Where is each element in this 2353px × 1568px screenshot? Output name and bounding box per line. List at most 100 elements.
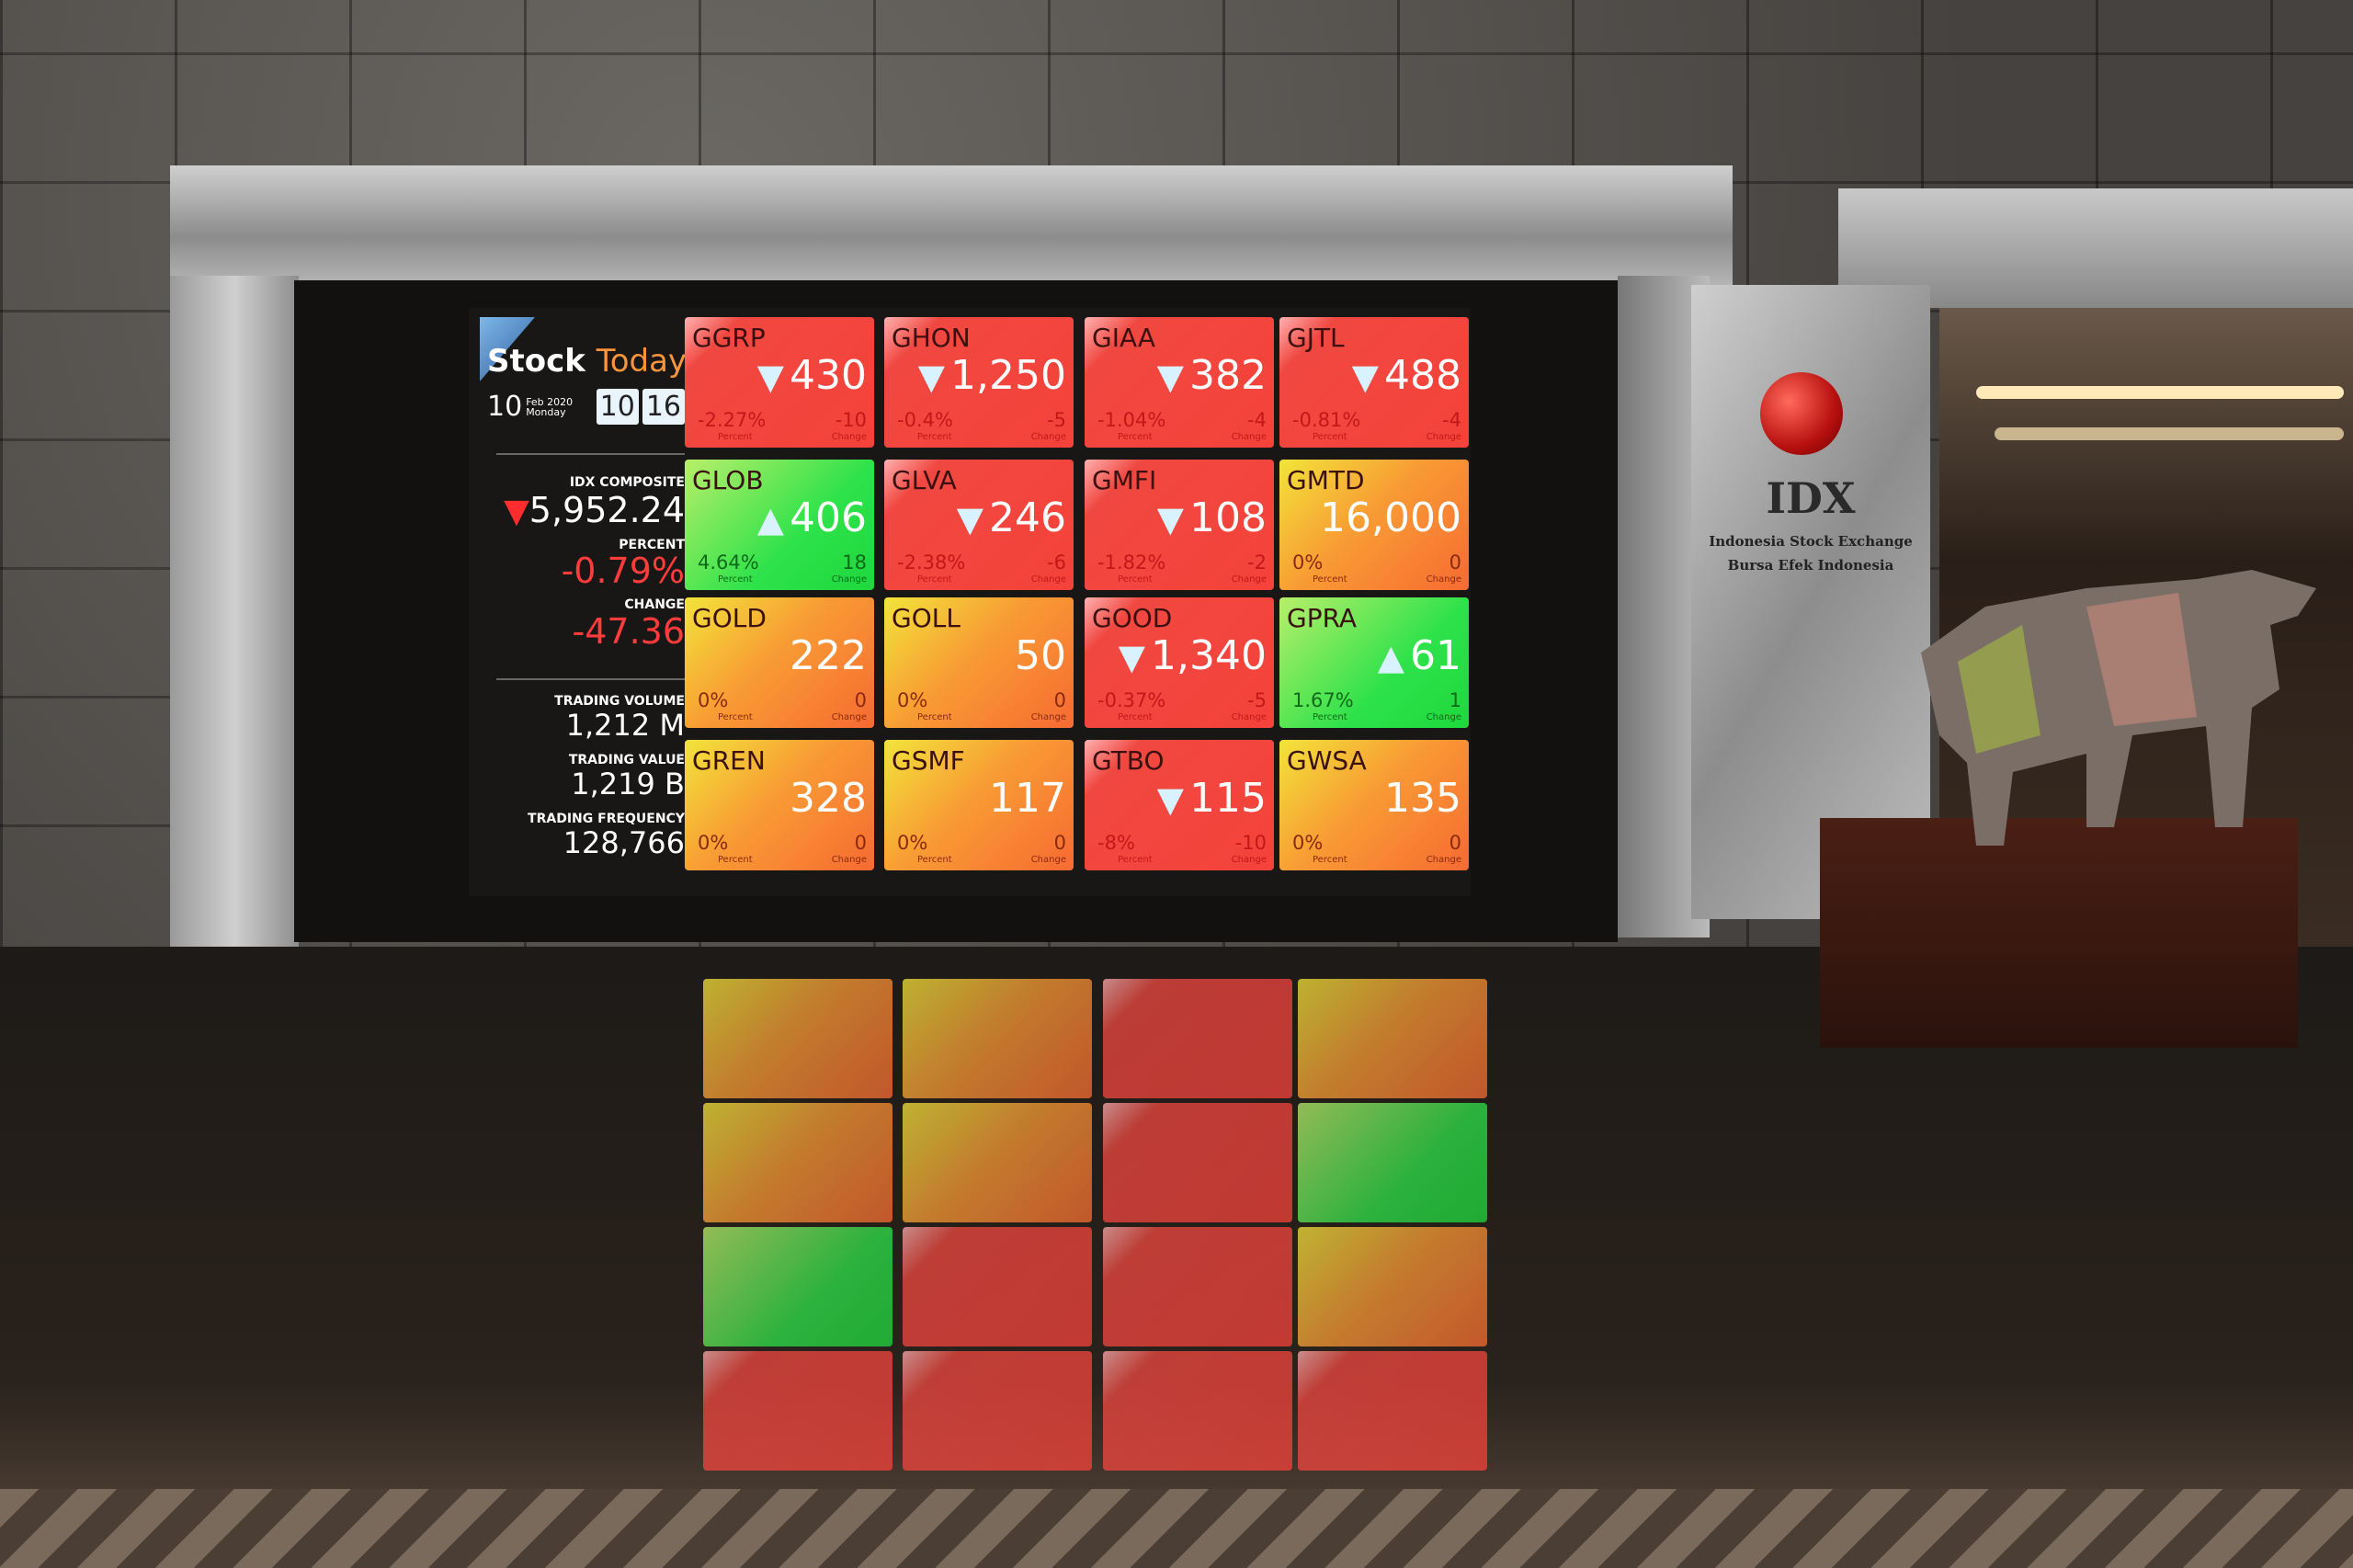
stock-tile-gmfi: GMFI ▼ 108 -1.82% -2 Percent Change [1085, 460, 1274, 590]
volume-value: 1,212 M [565, 708, 685, 743]
tile-price-wrap: ▼ 1,250 [918, 352, 1066, 399]
tile-change: 0 [1449, 551, 1461, 574]
tile-change-label: Change [1231, 855, 1267, 865]
date-month-year: Feb 2020 [526, 395, 574, 408]
tile-change: -2 [1247, 551, 1267, 574]
tile-symbol: GMTD [1287, 465, 1365, 495]
tile-price-wrap: ▼ 115 [1157, 775, 1267, 822]
tile-percent-label: Percent [1313, 574, 1347, 585]
tile-percent: -0.81% [1292, 409, 1361, 431]
tile-reflection [903, 1351, 1092, 1471]
tile-price-wrap: 50 [1015, 632, 1066, 679]
tile-reflection [1298, 979, 1487, 1098]
stock-tile-glob: GLOB ▲ 406 4.64% 18 Percent Change [685, 460, 874, 590]
tile-change-label: Change [1030, 712, 1066, 722]
up-arrow-icon: ▲ [756, 499, 785, 540]
tile-price: 1,250 [950, 352, 1066, 399]
tile-price-wrap: ▲ 406 [757, 494, 867, 541]
idx-logo-text: IDX [1766, 473, 1856, 523]
tile-symbol: GJTL [1287, 323, 1345, 353]
tile-reflection [1298, 1351, 1487, 1471]
tile-price: 108 [1189, 494, 1267, 541]
tile-change-label: Change [1231, 712, 1267, 722]
tile-reflection [1103, 1351, 1292, 1471]
tile-price-wrap: ▼ 382 [1157, 352, 1267, 399]
tile-price: 382 [1189, 352, 1267, 399]
tile-change-label: Change [1426, 432, 1461, 442]
tile-price: 222 [790, 632, 867, 679]
stock-tile-gold: GOLD 222 0% 0 Percent Change [685, 597, 874, 728]
stock-tile-gwsa: GWSA 135 0% 0 Percent Change [1279, 740, 1469, 870]
tile-change-label: Change [831, 855, 867, 865]
tile-price: 328 [790, 775, 867, 822]
tile-symbol: GGRP [692, 323, 766, 353]
tile-price-wrap: ▼ 430 [757, 352, 867, 399]
divider [496, 453, 685, 455]
tile-symbol: GHON [892, 323, 971, 353]
clock-hour: 10 [596, 389, 639, 425]
tile-symbol: GMFI [1092, 465, 1157, 495]
tile-price-wrap: 222 [790, 632, 867, 679]
tile-symbol: GLVA [892, 465, 957, 495]
tile-change: -5 [1047, 409, 1066, 431]
date: 10 Feb 2020 Monday [487, 391, 573, 423]
idx-sign: IDX Indonesia Stock Exchange Bursa Efek … [1691, 285, 1930, 919]
ceiling-light [1995, 427, 2344, 440]
tile-symbol: GWSA [1287, 745, 1367, 776]
tile-reflection [1298, 1103, 1487, 1222]
tile-symbol: GOLL [892, 603, 961, 633]
down-arrow-icon: ▼ [1351, 357, 1380, 397]
tile-reflection [903, 979, 1092, 1098]
tile-change-label: Change [1231, 432, 1267, 442]
tile-percent-label: Percent [718, 855, 753, 865]
trading-value-label: TRADING VALUE [568, 753, 685, 767]
tile-change-label: Change [1030, 432, 1066, 442]
change-label: CHANGE [624, 597, 685, 612]
idx-globe-logo [1760, 372, 1843, 455]
stock-tile-ghon: GHON ▼ 1,250 -0.4% -5 Percent Change [884, 317, 1074, 448]
tile-price-wrap: ▲ 61 [1378, 632, 1461, 679]
tile-price: 117 [989, 775, 1066, 822]
stock-tile-good: GOOD ▼ 1,340 -0.37% -5 Percent Change [1085, 597, 1274, 728]
tile-percent-label: Percent [917, 432, 952, 442]
tile-reflection [1298, 1227, 1487, 1346]
tile-change-label: Change [831, 712, 867, 722]
stock-tile-ggrp: GGRP ▼ 430 -2.27% -10 Percent Change [685, 317, 874, 448]
tile-change: -5 [1247, 689, 1267, 711]
tile-change: -4 [1247, 409, 1267, 431]
tile-percent: -8% [1097, 832, 1135, 854]
tile-reflection [903, 1227, 1092, 1346]
tile-reflection [903, 1103, 1092, 1222]
tile-change: -6 [1047, 551, 1066, 574]
date-day: 10 [487, 391, 523, 423]
tile-price-wrap: ▼ 246 [957, 494, 1066, 541]
tile-percent-label: Percent [917, 574, 952, 585]
stock-tile-giaa: GIAA ▼ 382 -1.04% -4 Percent Change [1085, 317, 1274, 448]
tile-price-wrap: ▼ 488 [1352, 352, 1461, 399]
down-triangle-icon: ▼ [504, 493, 529, 530]
tile-price: 1,340 [1151, 632, 1267, 679]
volume-label: TRADING VOLUME [554, 694, 685, 709]
tile-percent: -0.4% [897, 409, 953, 431]
idx-logo-line2: Bursa Efek Indonesia [1727, 557, 1894, 574]
tile-percent-label: Percent [718, 574, 753, 585]
clock: 10 16 [596, 389, 685, 425]
tile-percent: 0% [897, 689, 928, 711]
tile-reflection [1103, 1227, 1292, 1346]
tile-percent: -0.37% [1097, 689, 1166, 711]
frequency-value: 128,766 [563, 825, 685, 860]
stock-tile-glva: GLVA ▼ 246 -2.38% -6 Percent Change [884, 460, 1074, 590]
tile-price: 50 [1015, 632, 1066, 679]
tile-reflection [703, 1351, 892, 1471]
tile-reflection [703, 1103, 892, 1222]
bull-pedestal [1820, 818, 2298, 1048]
tile-change: -10 [835, 409, 867, 431]
tile-change: 0 [854, 689, 867, 711]
divider [496, 678, 685, 680]
tile-percent: 0% [698, 832, 729, 854]
tile-percent-label: Percent [1313, 855, 1347, 865]
tile-change: 0 [1053, 832, 1066, 854]
tile-price: 488 [1384, 352, 1461, 399]
tile-change-label: Change [1030, 855, 1066, 865]
tile-price-wrap: ▼ 108 [1157, 494, 1267, 541]
